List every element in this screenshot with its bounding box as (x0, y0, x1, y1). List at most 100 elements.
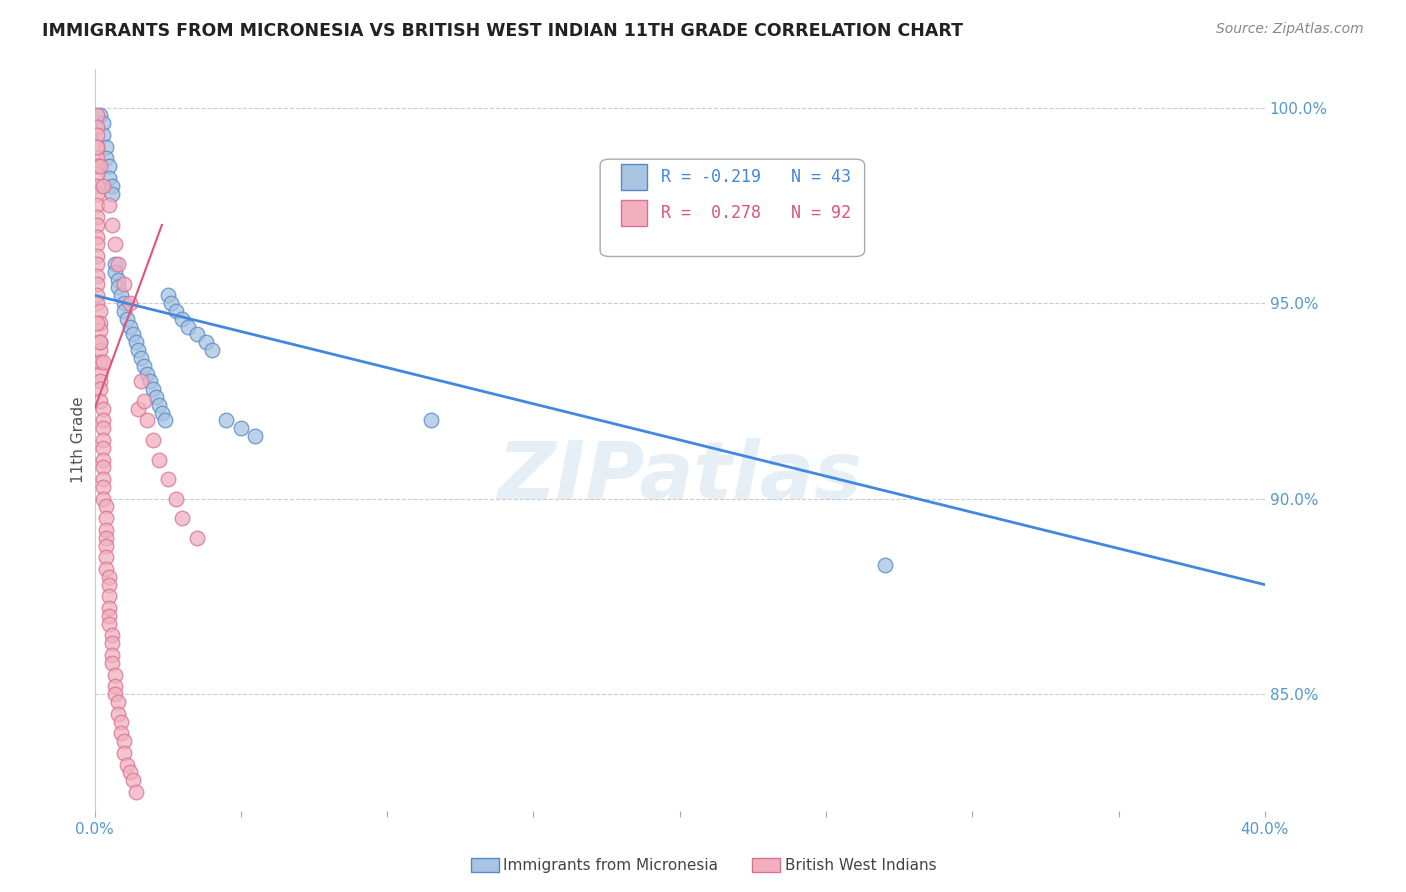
Point (89, 335, 111, 350)
Point (153, 413, 176, 427)
Point (134, 359, 156, 373)
Point (131, 374, 153, 388)
Point (110, 726, 132, 740)
Point (93, 413, 115, 427)
Point (107, 280, 129, 294)
Point (86, 108, 108, 122)
Point (86, 288, 108, 302)
Text: Immigrants from Micronesia: Immigrants from Micronesia (503, 858, 718, 872)
Point (112, 296, 135, 310)
Point (96, 550, 118, 565)
Point (93, 116, 115, 130)
Point (93, 452, 115, 467)
Point (93, 480, 115, 494)
Point (136, 367, 159, 381)
Point (93, 355, 115, 369)
Point (156, 288, 179, 302)
Point (115, 757, 138, 772)
Point (89, 304, 111, 318)
Point (93, 460, 115, 475)
Point (86, 167, 108, 181)
Point (107, 695, 129, 709)
FancyBboxPatch shape (600, 159, 865, 257)
Point (98, 601, 121, 615)
Point (139, 374, 162, 388)
Point (93, 433, 115, 447)
Point (112, 746, 135, 760)
Point (104, 265, 127, 279)
Text: Source: ZipAtlas.com: Source: ZipAtlas.com (1216, 22, 1364, 37)
Point (121, 327, 143, 342)
Point (420, 413, 443, 427)
Point (229, 421, 252, 435)
Point (104, 679, 127, 693)
Point (86, 229, 108, 244)
Point (121, 773, 143, 788)
Point (101, 648, 124, 662)
Point (89, 159, 111, 173)
Point (86, 237, 108, 252)
Point (89, 374, 111, 388)
FancyBboxPatch shape (621, 200, 647, 226)
Point (86, 139, 108, 153)
Point (101, 656, 124, 670)
Point (101, 178, 124, 193)
Point (86, 159, 108, 173)
Point (873, 558, 896, 573)
Point (101, 186, 124, 201)
Point (110, 714, 132, 729)
Text: R = -0.219   N = 43: R = -0.219 N = 43 (661, 168, 851, 186)
Point (124, 785, 146, 799)
Point (110, 288, 132, 302)
Point (98, 171, 121, 186)
Text: IMMIGRANTS FROM MICRONESIA VS BRITISH WEST INDIAN 11TH GRADE CORRELATION CHART: IMMIGRANTS FROM MICRONESIA VS BRITISH WE… (42, 22, 963, 40)
Point (93, 491, 115, 506)
Point (131, 351, 153, 365)
Point (89, 382, 111, 396)
Point (96, 152, 118, 166)
Point (112, 734, 135, 748)
Point (93, 472, 115, 486)
Point (150, 406, 173, 420)
Point (96, 539, 118, 553)
Point (101, 636, 124, 650)
Point (86, 268, 108, 283)
Point (104, 237, 127, 252)
Point (156, 472, 179, 486)
Point (96, 562, 118, 576)
Point (118, 319, 141, 334)
Point (86, 296, 108, 310)
Point (86, 139, 108, 153)
Point (93, 441, 115, 455)
Point (98, 159, 121, 173)
Point (86, 249, 108, 263)
Point (112, 304, 135, 318)
Point (98, 609, 121, 624)
Point (101, 218, 124, 232)
Point (98, 570, 121, 584)
Point (86, 186, 108, 201)
Point (89, 335, 111, 350)
Point (98, 616, 121, 631)
Point (118, 296, 141, 310)
Point (186, 327, 208, 342)
Point (96, 139, 118, 153)
Point (86, 178, 108, 193)
Point (166, 304, 188, 318)
Point (96, 531, 118, 545)
Point (194, 335, 217, 350)
Point (115, 311, 138, 326)
Point (159, 296, 181, 310)
Point (86, 120, 108, 135)
Point (200, 343, 222, 357)
Point (86, 218, 108, 232)
Point (142, 382, 165, 396)
Point (112, 277, 135, 291)
Point (93, 401, 115, 416)
Point (104, 687, 127, 701)
Point (93, 128, 115, 142)
Point (89, 316, 111, 330)
Point (172, 511, 194, 525)
Point (86, 128, 108, 142)
Point (98, 577, 121, 591)
